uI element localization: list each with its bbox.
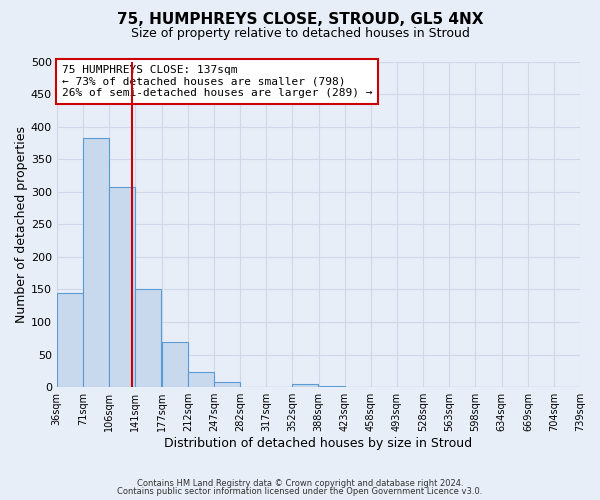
Bar <box>109 186 135 387</box>
Bar <box>135 290 161 387</box>
Text: Contains public sector information licensed under the Open Government Licence v3: Contains public sector information licen… <box>118 487 482 496</box>
Bar <box>554 386 580 387</box>
Text: 75 HUMPHREYS CLOSE: 137sqm
← 73% of detached houses are smaller (798)
26% of sem: 75 HUMPHREYS CLOSE: 137sqm ← 73% of deta… <box>62 65 373 98</box>
Y-axis label: Number of detached properties: Number of detached properties <box>15 126 28 323</box>
X-axis label: Distribution of detached houses by size in Stroud: Distribution of detached houses by size … <box>164 437 472 450</box>
Bar <box>162 342 188 387</box>
Bar <box>214 382 240 387</box>
Bar <box>188 372 214 387</box>
Text: Size of property relative to detached houses in Stroud: Size of property relative to detached ho… <box>131 28 469 40</box>
Bar <box>292 384 318 387</box>
Bar <box>57 293 83 387</box>
Text: Contains HM Land Registry data © Crown copyright and database right 2024.: Contains HM Land Registry data © Crown c… <box>137 478 463 488</box>
Bar <box>83 138 109 387</box>
Bar <box>319 386 345 387</box>
Text: 75, HUMPHREYS CLOSE, STROUD, GL5 4NX: 75, HUMPHREYS CLOSE, STROUD, GL5 4NX <box>117 12 483 28</box>
